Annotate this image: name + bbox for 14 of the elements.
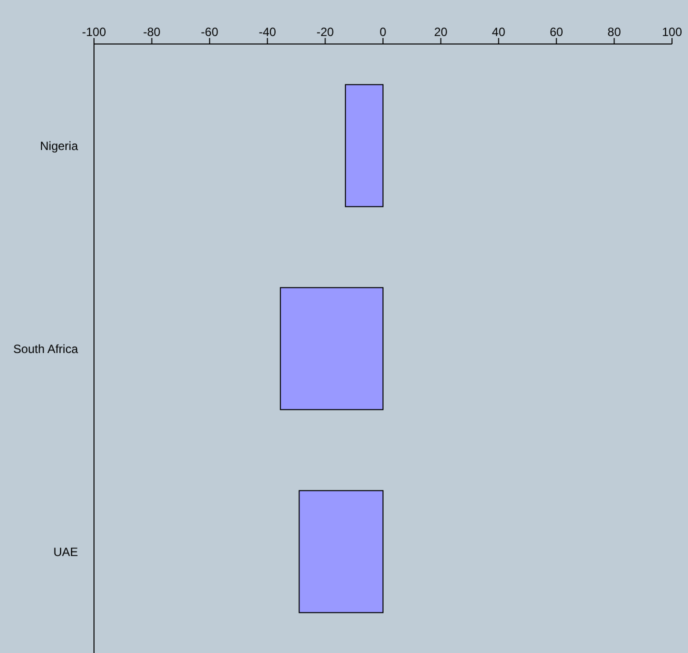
y-tick-label: South Africa xyxy=(13,342,78,356)
x-tick-label: -40 xyxy=(258,25,276,39)
x-tick-label: -80 xyxy=(143,25,161,39)
x-tick-label: 40 xyxy=(492,25,506,39)
x-tick-label: -100 xyxy=(82,25,106,39)
x-tick-label: 20 xyxy=(434,25,448,39)
x-tick-label: 80 xyxy=(608,25,622,39)
x-tick-label: 0 xyxy=(380,25,387,39)
x-tick-label: -20 xyxy=(316,25,334,39)
y-tick-label: UAE xyxy=(53,544,78,559)
y-tick-label: Nigeria xyxy=(40,138,78,153)
x-tick-label: -60 xyxy=(200,25,219,39)
x-tick-label: 60 xyxy=(550,25,564,39)
x-tick-label: 100 xyxy=(662,25,682,39)
